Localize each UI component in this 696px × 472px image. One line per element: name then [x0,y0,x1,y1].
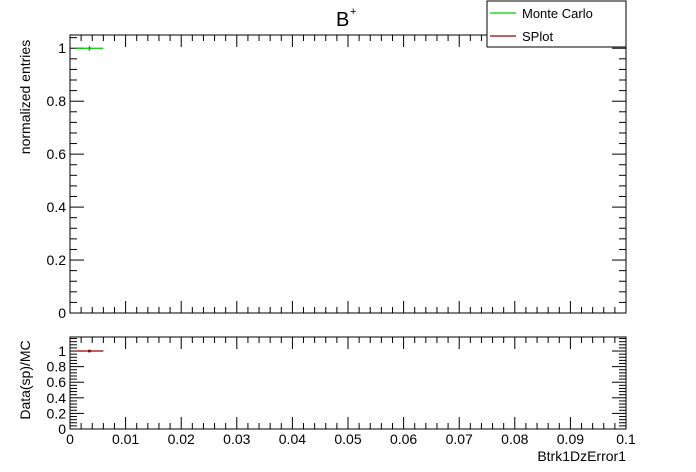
x-axis-label: Btrk1DzError1 [537,448,626,464]
bottom-y-tick-labels: 00.20.40.60.81 [47,343,67,437]
x-tick-label: 0.01 [112,431,139,447]
x-tick-label: 0.04 [279,431,306,447]
x-tick-label: 0.1 [616,431,636,447]
top-data-marks [75,45,104,51]
x-tick-label: 0.06 [390,431,417,447]
x-tick-label: 0.09 [557,431,584,447]
bottom-y-axis-label: Data(sp)/MC [17,340,33,419]
x-tick-label: 0 [66,431,74,447]
x-tick-label: 0.02 [168,431,195,447]
top-y-tick-label: 1 [58,40,66,56]
top-data-point [87,46,91,50]
bottom-y-tick-label: 0.8 [47,359,67,375]
bottom-axis-ticks [69,337,627,430]
legend-box [486,0,627,48]
top-axis-ticks [69,35,627,314]
x-tick-label: 0.03 [223,431,250,447]
chart-title-superscript: + [350,6,356,18]
bottom-data-marks [75,349,104,353]
bottom-plot-frame [69,336,627,430]
bottom-panel: 00.20.40.60.81 0 0.01 0.02 0.03 0.04 0.05 0.06… [17,336,636,464]
top-y-tick-label: 0 [58,305,66,321]
top-y-tick-label: 0.6 [47,146,67,162]
legend-entry-splot: SPlot [522,29,553,44]
bottom-data-point [87,349,91,353]
top-panel: 0 0.2 0.4 0.6 0.8 1 normalized entries B + Mo… [17,0,627,321]
top-plot-frame [69,34,627,314]
chart-title: B + [336,6,356,31]
bottom-y-tick-label: 1 [58,343,66,359]
bottom-x-tick-labels: 0 0.01 0.02 0.03 0.04 0.05 0.06 0.07 0.08 0.09 0.1 [66,431,636,447]
top-y-tick-label: 0.4 [47,199,67,215]
x-tick-label: 0.05 [334,431,361,447]
bottom-y-tick-label: 0.2 [47,405,67,421]
top-y-tick-label: 0.8 [47,93,67,109]
top-y-axis-label: normalized entries [17,40,33,154]
legend-entry-monte-carlo: Monte Carlo [522,6,593,21]
top-y-tick-label: 0.2 [47,252,67,268]
bottom-y-tick-label: 0.6 [47,374,67,390]
bottom-y-tick-label: 0.4 [47,390,67,406]
bottom-y-tick-label: 0 [58,421,66,437]
chart-title-text: B [336,9,349,31]
x-tick-label: 0.07 [446,431,473,447]
top-y-tick-labels: 0 0.2 0.4 0.6 0.8 1 [47,40,67,321]
legend: Monte Carlo SPlot [486,0,627,48]
x-tick-label: 0.08 [501,431,528,447]
